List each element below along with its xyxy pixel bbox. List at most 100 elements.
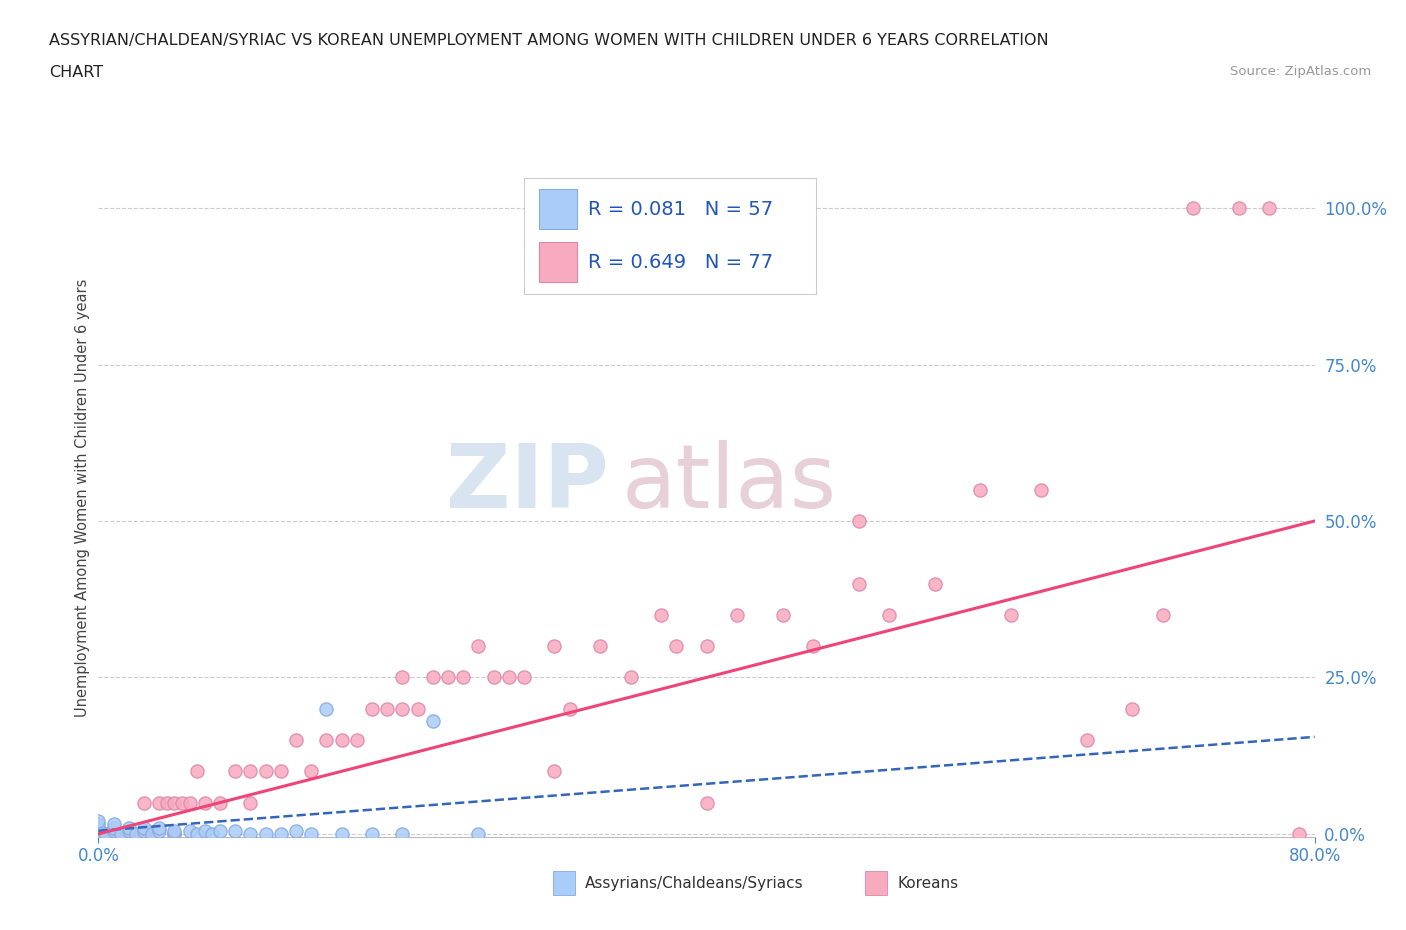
Point <box>87 827 110 842</box>
Point <box>201 827 224 842</box>
Text: R = 0.649   N = 77: R = 0.649 N = 77 <box>588 253 773 272</box>
Point <box>87 827 110 842</box>
Point <box>87 827 110 842</box>
Point <box>132 823 155 838</box>
Point <box>132 820 155 835</box>
Point <box>209 795 232 810</box>
Point <box>87 827 110 842</box>
Point <box>194 795 217 810</box>
Point <box>361 827 384 842</box>
Point <box>87 827 110 842</box>
Point <box>103 820 125 835</box>
Point <box>87 827 110 842</box>
Text: atlas: atlas <box>621 441 837 527</box>
Point <box>1000 607 1022 622</box>
Point <box>125 827 148 842</box>
Point <box>110 827 132 842</box>
Point <box>270 827 292 842</box>
Point <box>453 670 475 684</box>
Point <box>103 827 125 842</box>
Point <box>163 823 186 838</box>
Point <box>87 827 110 842</box>
Point <box>148 820 170 835</box>
Point <box>254 827 277 842</box>
Point <box>498 670 520 684</box>
Point <box>87 827 110 842</box>
Point <box>254 764 277 778</box>
Point <box>186 827 208 842</box>
Point <box>1288 827 1310 842</box>
Point <box>330 733 353 748</box>
Point <box>224 823 246 838</box>
Point <box>543 764 565 778</box>
Point <box>194 823 217 838</box>
Point <box>87 827 110 842</box>
Point <box>87 827 110 842</box>
Point <box>156 795 179 810</box>
Point <box>179 823 201 838</box>
Point <box>87 823 110 838</box>
Point <box>87 827 110 842</box>
Point <box>87 817 110 832</box>
Text: Koreans: Koreans <box>897 876 957 891</box>
Point <box>437 670 460 684</box>
Point <box>94 827 117 842</box>
Point <box>87 827 110 842</box>
FancyBboxPatch shape <box>538 242 576 283</box>
Point <box>848 513 870 528</box>
Point <box>103 827 125 842</box>
Point <box>209 823 232 838</box>
Point <box>696 639 718 654</box>
Point <box>163 795 186 810</box>
Point <box>239 827 262 842</box>
Point <box>285 823 308 838</box>
Point <box>179 795 201 810</box>
Point <box>589 639 612 654</box>
Point <box>558 701 581 716</box>
Point <box>299 764 322 778</box>
Point <box>118 823 141 838</box>
Point <box>406 701 429 716</box>
Point <box>118 820 141 835</box>
Point <box>346 733 368 748</box>
Point <box>1152 607 1174 622</box>
Point <box>696 795 718 810</box>
Point <box>391 827 413 842</box>
Point <box>315 733 337 748</box>
Point <box>125 827 148 842</box>
Point <box>482 670 505 684</box>
Point <box>315 701 337 716</box>
Point <box>118 827 141 842</box>
Point <box>148 795 170 810</box>
Point <box>87 827 110 842</box>
Text: CHART: CHART <box>49 65 103 80</box>
Point <box>87 820 110 835</box>
Point <box>118 827 141 842</box>
Point <box>1076 733 1098 748</box>
Point <box>1182 201 1205 216</box>
Point <box>467 639 489 654</box>
Point <box>87 827 110 842</box>
Point <box>270 764 292 778</box>
Point <box>87 823 110 838</box>
Point <box>87 814 110 829</box>
Point <box>186 764 208 778</box>
Text: Source: ZipAtlas.com: Source: ZipAtlas.com <box>1230 65 1371 78</box>
Point <box>239 764 262 778</box>
Point <box>87 827 110 842</box>
Point <box>87 820 110 835</box>
Point <box>725 607 748 622</box>
Point <box>1258 201 1281 216</box>
FancyBboxPatch shape <box>538 189 576 230</box>
Point <box>224 764 246 778</box>
Point <box>103 823 125 838</box>
Y-axis label: Unemployment Among Women with Children Under 6 years: Unemployment Among Women with Children U… <box>75 278 90 717</box>
Point <box>110 827 132 842</box>
Point <box>103 817 125 832</box>
Point <box>239 795 262 810</box>
Point <box>87 827 110 842</box>
Point <box>969 483 991 498</box>
Point <box>87 827 110 842</box>
Point <box>163 827 186 842</box>
Point <box>422 714 444 729</box>
